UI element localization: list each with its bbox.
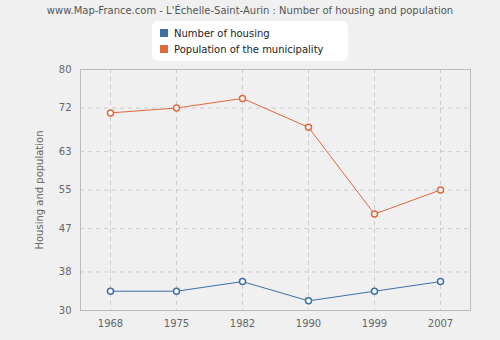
svg-text:1968: 1968 — [98, 318, 123, 329]
html-text:www.Map-France.com - L'Échelle: www.Map-France.com - L'Échelle-Saint-Aur… — [46, 5, 454, 16]
svg-text:72: 72 — [59, 102, 72, 113]
svg-text:1975: 1975 — [164, 318, 189, 329]
svg-text:Housing and population: Housing and population — [34, 130, 45, 249]
svg-text:38: 38 — [59, 266, 72, 277]
svg-text:1982: 1982 — [230, 318, 255, 329]
svg-text:1999: 1999 — [362, 318, 387, 329]
html-text:Number of housing: Number of housing — [174, 27, 270, 39]
svg-text:55: 55 — [59, 184, 72, 195]
svg-text:63: 63 — [59, 146, 72, 157]
html-text:Population of the municipality: Population of the municipality — [174, 43, 324, 55]
svg-text:2007: 2007 — [428, 318, 453, 329]
svg-text:1990: 1990 — [296, 318, 321, 329]
svg-text:47: 47 — [59, 223, 72, 234]
svg-text:80: 80 — [59, 64, 72, 75]
svg-text:30: 30 — [59, 305, 72, 316]
